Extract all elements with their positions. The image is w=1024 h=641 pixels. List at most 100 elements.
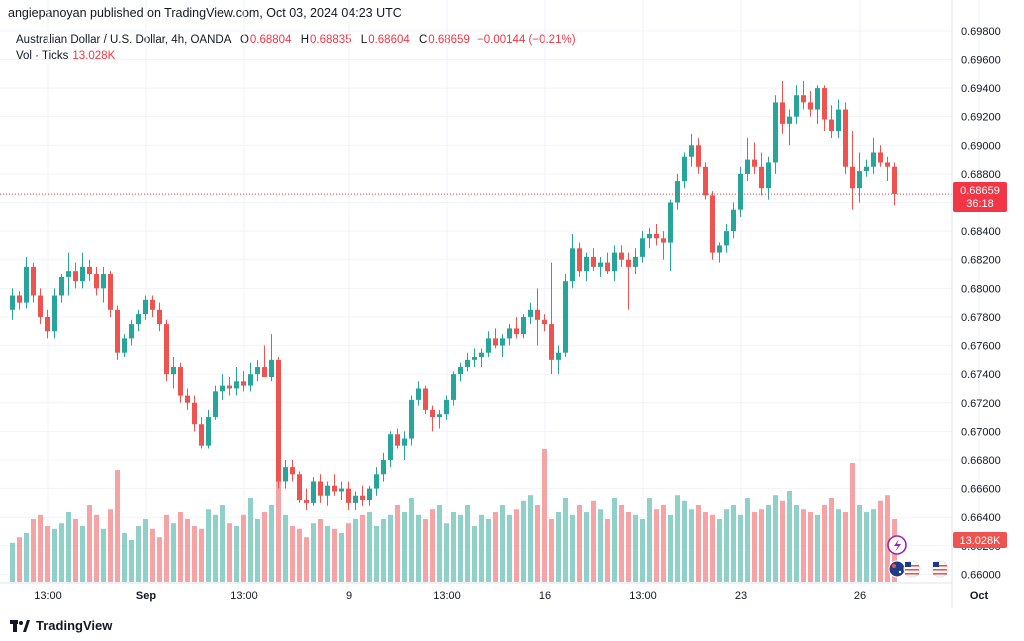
volume-bar	[192, 526, 197, 582]
candle-body	[647, 233, 652, 239]
volume-bar	[360, 514, 365, 582]
candle-body	[276, 359, 281, 482]
volume-bar	[206, 509, 211, 582]
symbol-legend: Australian Dollar / U.S. Dollar, 4h, OAN…	[16, 34, 576, 46]
volume-bar	[325, 526, 330, 582]
candle-body	[857, 171, 862, 189]
volume-bar	[668, 514, 673, 582]
volume-bar	[332, 528, 337, 582]
volume-bar	[234, 526, 239, 582]
volume-bar	[311, 523, 316, 582]
candle-body	[157, 309, 162, 325]
candle-body	[514, 328, 519, 335]
usd-flag-icon[interactable]	[903, 560, 921, 578]
candle-body	[626, 259, 631, 267]
volume-bar	[584, 512, 589, 582]
volume-bar	[31, 519, 36, 582]
candle-body	[136, 314, 141, 325]
price-tick-label: 0.68200	[961, 255, 1001, 267]
volume-bar	[38, 514, 43, 582]
usd-flag-icon[interactable]	[931, 560, 949, 578]
candle-body	[451, 374, 456, 400]
candle-body	[885, 162, 890, 167]
candle-body	[801, 95, 806, 103]
candle-body	[108, 274, 113, 310]
candle-body	[206, 417, 211, 446]
volume-bar	[213, 514, 218, 582]
candle-body	[59, 276, 64, 296]
volume-bar	[465, 505, 470, 582]
price-tick-label: 0.67400	[961, 369, 1001, 381]
price-tick-label: 0.69800	[961, 26, 1001, 38]
countdown-label: 36:18	[966, 198, 994, 210]
volume-bar	[45, 526, 50, 582]
price-axis[interactable]: 0.69800 0.69600 0.69400 0.69200 0.69000 0.688…	[961, 26, 1001, 582]
candlesticks	[10, 80, 897, 511]
candle-body	[605, 262, 610, 272]
volume-bar	[73, 519, 78, 582]
volume-bar	[591, 500, 596, 582]
volume-bar	[248, 498, 253, 582]
candle-body	[339, 488, 344, 492]
volume-bar	[129, 540, 134, 582]
candle-body	[325, 485, 330, 496]
candle-body	[682, 156, 687, 182]
volume-bar	[486, 519, 491, 582]
candle-body	[724, 231, 729, 246]
volume-bar	[367, 512, 372, 582]
volume-bar	[241, 514, 246, 582]
volume-bar	[542, 449, 547, 582]
volume-bar	[682, 500, 687, 582]
volume-bar	[766, 505, 771, 582]
volume-bar	[605, 519, 610, 582]
volume-bar	[444, 523, 449, 582]
price-tick-label: 0.67200	[961, 398, 1001, 410]
volume-bar	[423, 519, 428, 582]
candle-body	[332, 485, 337, 492]
volume-bar	[80, 526, 85, 582]
candle-body	[675, 181, 680, 203]
candle-body	[143, 299, 148, 315]
lightning-icon[interactable]	[887, 535, 907, 555]
volume-bar	[17, 537, 22, 582]
candle-body	[10, 295, 15, 310]
volume-bar	[773, 495, 778, 582]
volume-bar	[318, 519, 323, 582]
volume-bar	[717, 519, 722, 582]
candle-body	[787, 116, 792, 124]
candle-body	[864, 166, 869, 172]
price-tick-label: 0.67000	[961, 426, 1001, 438]
candle-body	[381, 459, 386, 475]
aud-flag-icon[interactable]	[888, 560, 906, 578]
high-label: H	[300, 34, 309, 46]
candle-body	[472, 356, 477, 360]
tradingview-brand[interactable]: TradingView	[10, 618, 112, 633]
volume-bar	[276, 449, 281, 582]
candle-body	[584, 256, 589, 272]
candle-body	[192, 402, 197, 425]
price-tick-label: 0.66400	[961, 512, 1001, 524]
candle-body	[507, 328, 512, 339]
candle-body	[255, 367, 260, 375]
candle-body	[535, 309, 540, 320]
volume-bar	[388, 514, 393, 582]
candle-body	[738, 173, 743, 210]
symbol-name[interactable]: Australian Dollar / U.S. Dollar, 4h, OAN…	[16, 34, 231, 46]
candle-body	[577, 248, 582, 272]
volume-bar	[381, 519, 386, 582]
price-tick-label: 0.69200	[961, 112, 1001, 124]
volume-bar	[647, 498, 652, 582]
candle-body	[367, 488, 372, 501]
candle-body	[878, 152, 883, 163]
volume-bars	[10, 449, 897, 582]
volume-bar	[269, 505, 274, 582]
candle-body	[766, 162, 771, 189]
candle-body	[444, 399, 449, 415]
volume-bar	[458, 514, 463, 582]
volume-bar	[598, 509, 603, 582]
candle-body	[773, 102, 778, 163]
candle-body	[836, 109, 841, 131]
candle-body	[458, 367, 463, 375]
